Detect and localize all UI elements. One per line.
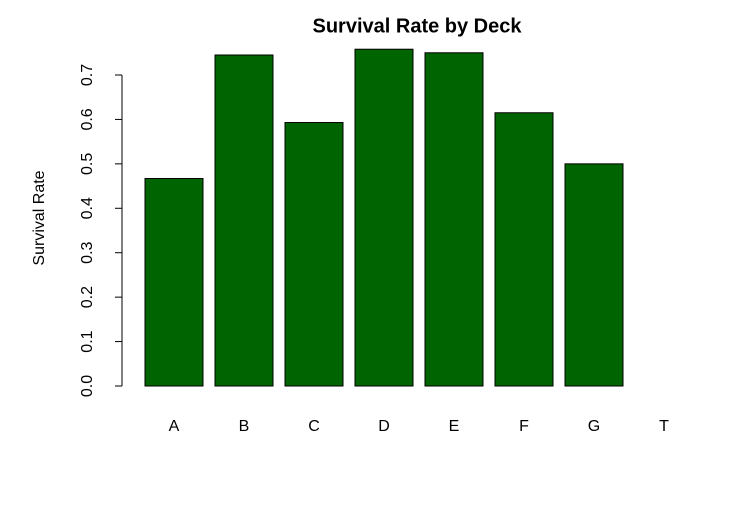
x-tick-label: B xyxy=(239,418,250,435)
x-tick-label: T xyxy=(659,418,669,435)
y-tick-label: 0.1 xyxy=(79,330,96,352)
y-tick-label: 0.5 xyxy=(79,153,96,175)
bar xyxy=(284,122,344,387)
bar xyxy=(424,52,484,387)
chart-title: Survival Rate by Deck xyxy=(313,15,523,37)
y-tick-label: 0.3 xyxy=(79,241,96,263)
y-tick-label: 0.2 xyxy=(79,286,96,308)
x-tick-label: F xyxy=(519,418,529,435)
y-tick-label: 0.4 xyxy=(79,197,96,219)
y-tick-label: 0.7 xyxy=(79,64,96,86)
bar xyxy=(354,48,414,387)
x-tick-label: D xyxy=(378,418,390,435)
y-axis-label: Survival Rate xyxy=(31,170,48,265)
y-tick-label: 0.6 xyxy=(79,108,96,130)
bar xyxy=(214,54,274,387)
x-tick-label: C xyxy=(308,418,320,435)
x-tick-label: G xyxy=(588,418,600,435)
bar xyxy=(564,163,624,387)
y-tick-label: 0.0 xyxy=(79,375,96,397)
x-tick-label: E xyxy=(449,418,460,435)
bar xyxy=(144,178,204,387)
x-tick-label: A xyxy=(169,418,180,435)
bar xyxy=(494,112,554,387)
